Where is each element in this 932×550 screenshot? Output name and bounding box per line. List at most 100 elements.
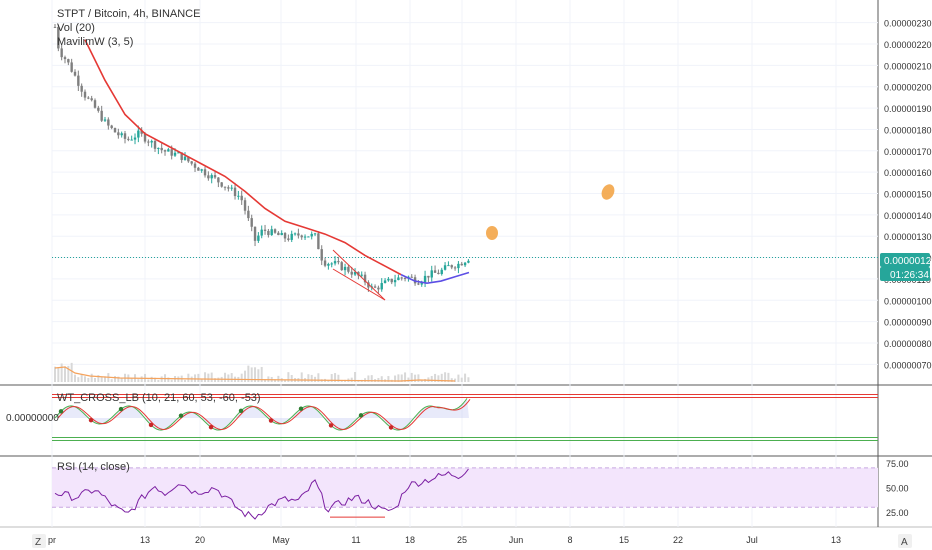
rsi-line — [54, 468, 469, 520]
candle-body — [237, 195, 240, 197]
auto-scale-button[interactable]: A — [898, 534, 912, 548]
volume-bar — [330, 374, 333, 382]
volume-bar — [157, 379, 160, 382]
volume-bar — [204, 372, 207, 382]
candle-body — [123, 133, 127, 139]
annotation-marker[interactable] — [599, 182, 617, 202]
candle-body — [223, 186, 227, 188]
volume-bar — [207, 373, 210, 382]
candle-body — [253, 226, 257, 241]
candle-body — [180, 152, 183, 160]
volume-bar — [370, 375, 373, 382]
price-tick-label: 0.00000200 — [884, 83, 932, 93]
price-tick-label: 0.00000160 — [884, 168, 932, 178]
volume-ma-line — [54, 366, 456, 382]
candle-body — [173, 152, 177, 156]
volume-bar — [54, 366, 56, 382]
wt-oversold-line — [52, 437, 878, 438]
volume-bar — [244, 370, 247, 382]
volume-bar — [167, 377, 170, 382]
price-tick-label: 0.00000100 — [884, 296, 932, 306]
candle-body — [67, 59, 70, 63]
price-tick-label: 0.00000090 — [884, 318, 932, 328]
candle-body — [443, 265, 447, 270]
candle-body — [293, 233, 297, 235]
volume-bar — [350, 377, 353, 382]
candle-body — [63, 57, 67, 60]
candle-body — [267, 230, 270, 236]
time-tick-label: 13 — [140, 535, 150, 545]
volume-bar — [80, 374, 83, 382]
volume-bar — [100, 376, 103, 382]
rsi-pane[interactable] — [52, 467, 878, 520]
volume-bar — [197, 373, 200, 382]
candle-body — [423, 275, 427, 283]
wt-pane[interactable] — [52, 394, 878, 441]
candle-body — [380, 283, 383, 290]
wt-cross-dot — [148, 422, 154, 428]
volume-bar — [414, 374, 417, 382]
candle-body — [127, 138, 130, 140]
candle-body — [327, 263, 330, 266]
candle-body — [247, 210, 250, 219]
price-tick-label: 0.00000190 — [884, 104, 932, 114]
candle-body — [227, 187, 230, 189]
annotation-marker[interactable] — [486, 226, 498, 240]
candle-body — [110, 125, 113, 129]
candle-body — [130, 139, 133, 141]
volume-bar — [274, 379, 277, 382]
candle-body — [150, 140, 153, 143]
candle-body — [350, 271, 353, 275]
wt-cross-dot — [358, 413, 364, 418]
volume-bar — [224, 372, 227, 382]
candle-body — [363, 274, 367, 283]
price-tick-label: 0.00000230 — [884, 19, 932, 29]
candle-body — [317, 233, 320, 250]
candle-body — [323, 260, 327, 266]
volume-bar — [260, 366, 263, 382]
candle-body — [400, 277, 403, 279]
candle-body — [447, 265, 450, 267]
time-axis[interactable]: pr 13 20 May 11 18 25 Jun 8 15 22 Jul 13 — [48, 535, 841, 545]
wt-title: WT_CROSS_LB (10, 21, 60, 53, -60, -53) — [57, 392, 261, 404]
volume-bar — [90, 373, 93, 382]
zoom-button-label: Z — [35, 537, 41, 548]
rsi-band — [52, 467, 878, 508]
wt-cross-dot — [178, 413, 184, 418]
candle-body — [390, 278, 393, 283]
last-price-text: 0.00000120 — [884, 256, 932, 267]
volume-layer — [54, 362, 470, 382]
zoom-button[interactable]: Z — [32, 534, 46, 548]
candle-body — [243, 200, 247, 211]
volume-bar — [257, 369, 260, 382]
time-tick-label: Jun — [509, 535, 524, 545]
volume-bar — [437, 375, 440, 382]
countdown-box — [880, 267, 930, 281]
price-pane[interactable] — [52, 23, 878, 301]
candle-body — [240, 195, 243, 201]
candle-body — [70, 62, 73, 72]
volume-bar — [130, 378, 133, 382]
volume-bar — [87, 377, 90, 382]
mavilimw-line-rising — [400, 271, 470, 284]
price-axis[interactable]: 0.00000230 0.00000220 0.00000210 0.00000200… — [884, 19, 932, 371]
candle-body — [343, 266, 347, 271]
indicator-label-vol: Vol (20) — [57, 22, 95, 34]
time-tick-label: pr — [48, 535, 56, 545]
candle-body — [430, 270, 433, 278]
candle-body — [57, 27, 60, 49]
volume-bar — [387, 376, 390, 382]
volume-bar — [217, 377, 220, 382]
volume-bar — [117, 376, 120, 382]
candle-body — [140, 130, 143, 134]
candle-body — [60, 48, 63, 58]
candle-body — [230, 187, 233, 189]
candle-body — [190, 161, 193, 164]
rsi-axis[interactable]: 75.00 50.00 25.00 — [886, 459, 909, 518]
candle-body — [460, 263, 463, 266]
volume-bar — [307, 374, 310, 382]
wt-cross-dot — [298, 406, 304, 411]
volume-bar — [187, 373, 190, 382]
wt-cross-dot — [88, 417, 94, 423]
volume-bar — [394, 375, 397, 382]
